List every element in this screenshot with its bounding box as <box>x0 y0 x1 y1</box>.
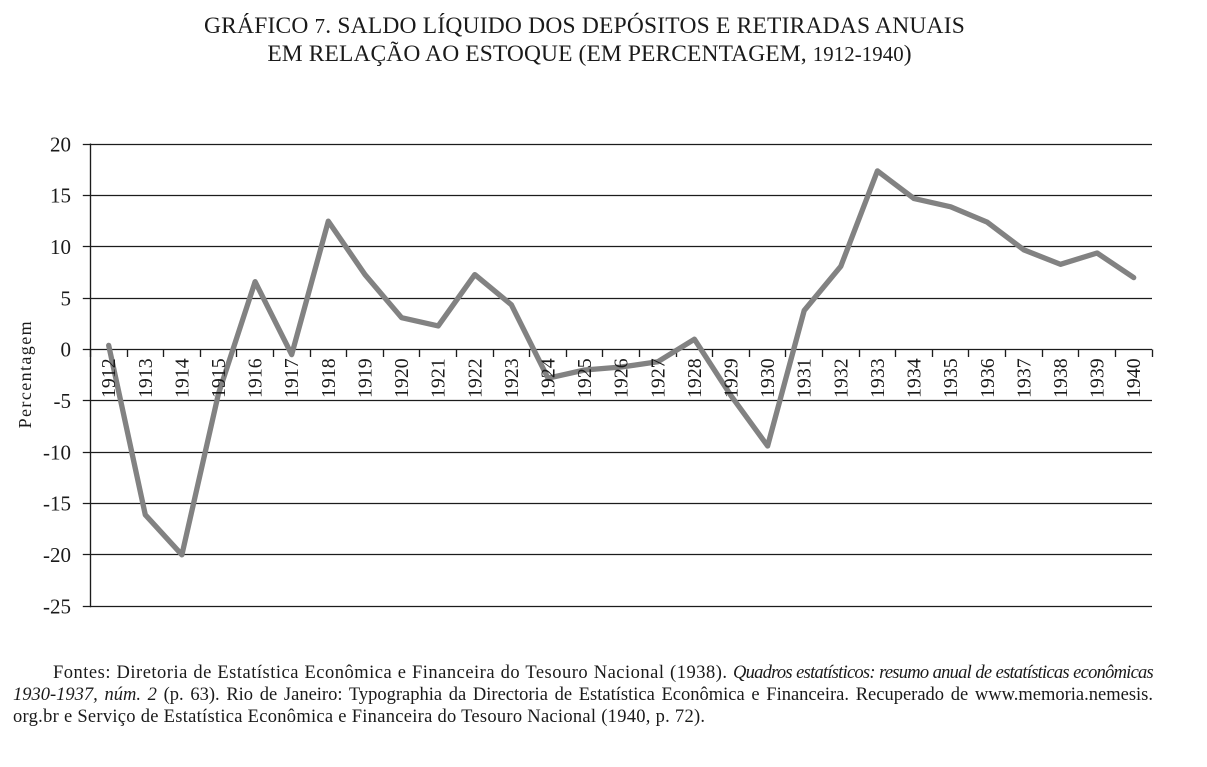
svg-text:1915: 1915 <box>208 358 230 398</box>
svg-text:1933: 1933 <box>867 358 889 398</box>
svg-text:-25: -25 <box>43 594 71 618</box>
svg-text:10: 10 <box>50 235 71 259</box>
svg-text:1912: 1912 <box>98 358 120 398</box>
svg-text:1938: 1938 <box>1050 358 1072 398</box>
svg-text:1932: 1932 <box>830 358 852 398</box>
svg-text:1939: 1939 <box>1087 358 1109 398</box>
svg-text:1917: 1917 <box>281 358 303 398</box>
svg-text:-20: -20 <box>43 543 71 567</box>
svg-text:-5: -5 <box>54 389 72 413</box>
svg-text:1918: 1918 <box>318 358 340 398</box>
svg-text:1923: 1923 <box>501 358 523 398</box>
svg-text:1920: 1920 <box>391 358 413 398</box>
svg-text:5: 5 <box>61 286 72 310</box>
svg-text:Percentagem: Percentagem <box>15 320 35 428</box>
svg-text:1914: 1914 <box>171 358 193 398</box>
svg-text:15: 15 <box>50 184 71 208</box>
svg-text:1922: 1922 <box>464 358 486 398</box>
svg-text:1937: 1937 <box>1013 358 1035 398</box>
svg-text:1926: 1926 <box>611 358 633 398</box>
svg-text:1936: 1936 <box>977 358 999 398</box>
svg-text:1929: 1929 <box>721 358 743 398</box>
svg-text:1940: 1940 <box>1123 358 1145 398</box>
svg-text:1921: 1921 <box>428 358 450 398</box>
svg-text:1913: 1913 <box>135 358 157 398</box>
svg-text:1919: 1919 <box>355 358 377 398</box>
svg-text:1924: 1924 <box>538 358 560 398</box>
svg-text:1916: 1916 <box>245 358 267 398</box>
svg-text:-10: -10 <box>43 440 71 464</box>
svg-text:1935: 1935 <box>940 358 962 398</box>
svg-text:20: 20 <box>50 132 71 156</box>
svg-text:1930: 1930 <box>757 358 779 398</box>
svg-text:1931: 1931 <box>794 358 816 398</box>
svg-text:0: 0 <box>61 338 72 362</box>
svg-text:1925: 1925 <box>574 358 596 398</box>
svg-text:1928: 1928 <box>684 358 706 398</box>
svg-text:1927: 1927 <box>647 358 669 398</box>
svg-text:-15: -15 <box>43 492 71 516</box>
svg-text:1934: 1934 <box>904 358 926 398</box>
